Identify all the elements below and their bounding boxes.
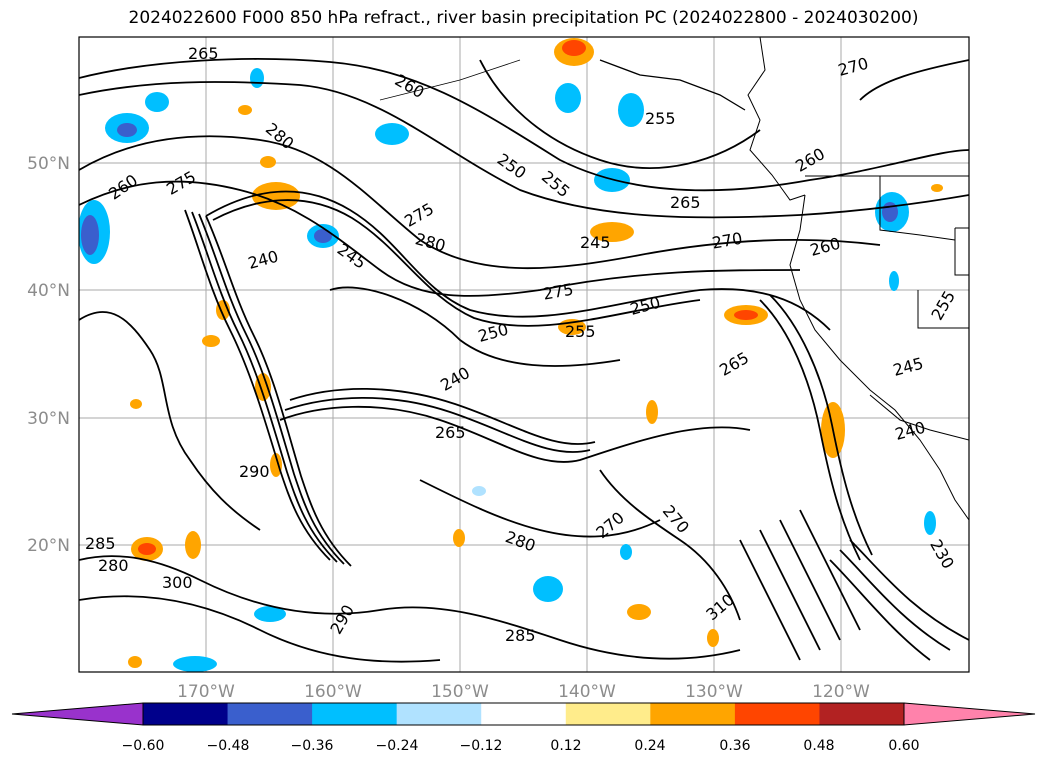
fill-positive	[590, 222, 634, 242]
fill-negative	[472, 486, 486, 496]
colorbar-segment	[481, 703, 567, 725]
colorbar-segment	[819, 703, 905, 725]
contour-label: 285	[505, 626, 536, 645]
fill-positive	[707, 629, 719, 647]
fill-negative	[533, 576, 563, 602]
fill-positive	[931, 184, 943, 192]
fill-positive	[562, 40, 586, 56]
contour-label: 265	[188, 44, 219, 63]
colorbar-tick-label: −0.60	[122, 738, 165, 754]
colorbar-tick-label: −0.36	[291, 738, 334, 754]
colorbar-segment	[734, 703, 820, 725]
contour-label: 290	[239, 462, 270, 481]
fill-positive	[238, 105, 252, 115]
contour-label: 265	[435, 423, 466, 442]
colorbar: −0.60 −0.48 −0.36 −0.24 −0.12 0.12 0.24 …	[11, 702, 1036, 754]
colorbar-tick-label: 0.36	[719, 738, 750, 754]
fill-negative	[254, 606, 286, 622]
contour-label: 265	[670, 193, 701, 212]
fill-positive	[270, 453, 282, 477]
colorbar-segment	[396, 703, 482, 725]
fill-negative	[375, 123, 409, 145]
fill-negative	[882, 202, 898, 222]
lon-label: 150°W	[431, 682, 489, 702]
colorbar-segment	[143, 703, 229, 725]
colorbar-segment	[227, 703, 313, 725]
colorbar-tick-label: −0.24	[376, 738, 419, 754]
fill-positive	[646, 400, 658, 424]
map-frame	[78, 36, 970, 673]
colorbar-tick-label: 0.60	[888, 738, 919, 754]
colorbar-segments	[143, 703, 905, 725]
fill-positive	[453, 529, 465, 547]
contour-label: 280	[98, 556, 129, 575]
colorbar-tick-label: −0.12	[460, 738, 503, 754]
lat-label: 50°N	[27, 154, 70, 174]
fill-negative	[618, 93, 644, 127]
fill-negative	[620, 544, 632, 560]
fill-positive	[185, 531, 201, 559]
lon-label: 140°W	[558, 682, 616, 702]
colorbar-tick-label: 0.24	[634, 738, 665, 754]
lat-label: 30°N	[27, 409, 70, 429]
fill-positive	[734, 310, 758, 320]
contour-label: 285	[85, 534, 116, 553]
colorbar-tick-label: −0.48	[207, 738, 250, 754]
colorbar-extend-high	[903, 702, 1036, 726]
lat-label: 20°N	[27, 536, 70, 556]
colorbar-ticks: −0.60 −0.48 −0.36 −0.24 −0.12 0.12 0.24 …	[122, 738, 920, 754]
fill-negative	[81, 215, 99, 255]
fill-negative	[173, 656, 217, 672]
colorbar-tick-label: 0.48	[803, 738, 834, 754]
fill-positive	[260, 156, 276, 168]
fill-negative	[117, 123, 137, 137]
colorbar-segment	[650, 703, 736, 725]
longitude-labels: 170°W 160°W 150°W 140°W 130°W 120°W	[177, 682, 870, 702]
lon-label: 120°W	[812, 682, 870, 702]
colorbar-extend-low	[11, 702, 144, 726]
fill-negative	[250, 68, 264, 88]
fill-negative	[555, 83, 581, 113]
colorbar-tick-label: 0.12	[550, 738, 581, 754]
fill-positive	[130, 399, 142, 409]
map-title: 2024022600 F000 850 hPa refract., river …	[128, 8, 919, 28]
lon-label: 130°W	[685, 682, 743, 702]
colorbar-segment	[312, 703, 398, 725]
fill-positive	[627, 604, 651, 620]
lat-label: 40°N	[27, 281, 70, 301]
contour-label: 300	[162, 573, 193, 592]
contour-label: 245	[580, 233, 611, 252]
lon-label: 160°W	[304, 682, 362, 702]
fill-negative	[314, 229, 332, 243]
map-plot-area: 265 260 280 275 260 270 260 255 250 255 …	[79, 37, 969, 672]
contour-label: 255	[565, 322, 596, 341]
fill-negative	[145, 92, 169, 112]
fill-negative	[889, 271, 899, 291]
fill-negative	[924, 511, 936, 535]
contour-label: 255	[645, 109, 676, 128]
gridlines	[79, 37, 969, 672]
fill-positive	[128, 656, 142, 668]
lon-label: 170°W	[177, 682, 235, 702]
refractivity-contours	[79, 58, 969, 663]
colorbar-segment	[565, 703, 651, 725]
latitude-labels: 50°N 40°N 30°N 20°N	[27, 154, 70, 556]
fill-positive	[138, 543, 156, 555]
fill-positive	[202, 335, 220, 347]
